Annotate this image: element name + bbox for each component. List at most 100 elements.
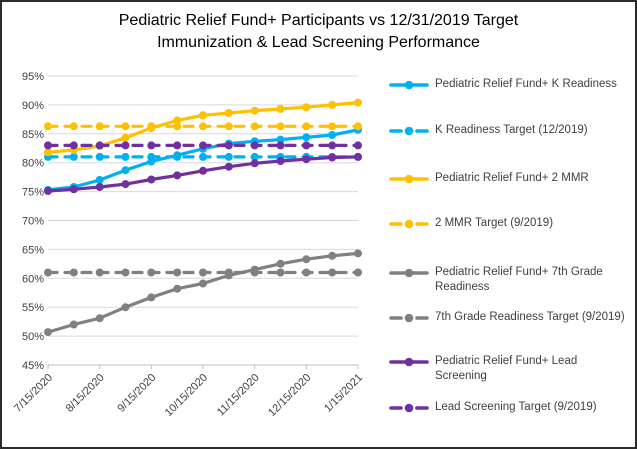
- data-point-marker: [173, 141, 182, 150]
- y-tick-label: 45%: [22, 360, 44, 372]
- dashed-line-marker-icon: [389, 403, 429, 413]
- data-point-marker: [199, 152, 207, 161]
- legend-item: Pediatric Relief Fund+ Lead Screening: [389, 354, 635, 384]
- data-point-marker: [302, 141, 311, 150]
- y-tick-label: 55%: [22, 302, 44, 314]
- data-point-marker: [199, 141, 207, 150]
- data-point-marker: [354, 268, 362, 277]
- data-point-marker: [69, 141, 78, 150]
- data-point-marker: [95, 314, 104, 323]
- dashed-line-marker-icon: [389, 313, 429, 323]
- data-point-marker: [224, 152, 233, 161]
- data-point-marker: [147, 175, 156, 184]
- legend-item: Pediatric Relief Fund+ 7th Grade Readine…: [389, 265, 635, 295]
- data-point-marker: [199, 122, 207, 131]
- y-tick-label: 70%: [22, 216, 44, 228]
- data-point-marker: [121, 122, 130, 131]
- data-point-marker: [121, 133, 130, 142]
- data-point-marker: [354, 122, 362, 131]
- data-point-marker: [354, 141, 362, 150]
- data-point-marker: [147, 293, 156, 302]
- data-point-marker: [328, 122, 337, 131]
- solid-line-marker-icon: [389, 268, 429, 278]
- series-2-mmr-target-9-2019: [44, 122, 362, 131]
- x-tick-label: 1/15/2021: [322, 372, 365, 415]
- chart-title-line1: Pediatric Relief Fund+ Participants vs 1…: [118, 12, 519, 29]
- data-point-marker: [276, 141, 285, 150]
- data-point-marker: [121, 141, 130, 150]
- data-point-marker: [250, 159, 259, 168]
- data-point-marker: [250, 152, 259, 161]
- data-point-marker: [199, 166, 207, 175]
- data-point-marker: [250, 141, 259, 150]
- data-point-marker: [276, 268, 285, 277]
- gridlines: [48, 75, 358, 366]
- y-tick-label: 65%: [22, 244, 44, 256]
- data-point-marker: [173, 152, 182, 161]
- y-tick-label: 90%: [22, 100, 44, 112]
- legend-label: Pediatric Relief Fund+ 7th Grade Readine…: [435, 266, 603, 293]
- data-point-marker: [354, 249, 362, 258]
- series-7th-grade-readiness-target-9-2019: [44, 268, 362, 277]
- x-tick-label: 11/15/2020: [215, 372, 262, 419]
- data-point-marker: [173, 284, 182, 293]
- data-point-marker: [44, 268, 52, 277]
- solid-line-marker-icon: [389, 174, 429, 184]
- chart-legend: Pediatric Relief Fund+ K Readiness K Read…: [389, 2, 635, 447]
- data-point-marker: [302, 255, 311, 264]
- data-point-marker: [69, 268, 78, 277]
- data-point-marker: [121, 303, 130, 312]
- data-point-marker: [44, 141, 52, 150]
- data-point-marker: [121, 180, 130, 189]
- legend-item: K Readiness Target (12/2019): [389, 123, 635, 138]
- data-point-marker: [121, 152, 130, 161]
- data-point-marker: [224, 162, 233, 171]
- data-point-marker: [302, 122, 311, 131]
- chart-title-line2: Immunization & Lead Screening Performanc…: [157, 34, 480, 51]
- legend-label: 7th Grade Readiness Target (9/2019): [435, 311, 625, 323]
- x-axis: 7/15/2020 8/15/2020 9/15/2020 10/15/2020 11/…: [12, 365, 365, 419]
- data-point-marker: [44, 187, 52, 195]
- legend-item: Pediatric Relief Fund+ K Readiness: [389, 77, 635, 92]
- x-tick-label: 12/15/2020: [266, 372, 313, 419]
- data-point-marker: [354, 98, 362, 107]
- series-pediatric-relief-fund-7th-grade-readiness: [44, 249, 362, 337]
- chart-title: Pediatric Relief Fund+ Participants vs 1…: [2, 10, 635, 54]
- x-tick-label: 10/15/2020: [163, 372, 210, 419]
- x-tick-label: 8/15/2020: [64, 372, 107, 415]
- legend-item: 2 MMR Target (9/2019): [389, 216, 635, 231]
- data-point-marker: [276, 259, 285, 268]
- data-point-marker: [250, 268, 259, 277]
- data-point-marker: [147, 141, 156, 150]
- data-point-marker: [95, 141, 104, 150]
- x-tick-label: 7/15/2020: [12, 372, 55, 415]
- data-point-marker: [69, 152, 78, 161]
- data-point-marker: [44, 148, 52, 157]
- data-point-marker: [224, 122, 233, 131]
- data-point-marker: [69, 185, 78, 194]
- y-axis-labels: 95% 90% 85% 80% 75% 70% 65% 60% 55% 50% 45%: [22, 71, 44, 372]
- data-point-marker: [147, 268, 156, 277]
- data-point-marker: [276, 122, 285, 131]
- data-point-marker: [302, 103, 311, 112]
- solid-line-marker-icon: [389, 80, 429, 90]
- data-point-marker: [199, 111, 207, 120]
- y-tick-label: 60%: [22, 273, 44, 285]
- data-point-marker: [302, 133, 311, 142]
- data-point-marker: [44, 122, 52, 131]
- data-point-marker: [199, 279, 207, 288]
- data-point-marker: [173, 171, 182, 180]
- data-point-marker: [44, 328, 52, 337]
- data-point-marker: [224, 141, 233, 150]
- data-point-marker: [147, 152, 156, 161]
- legend-label: K Readiness Target (12/2019): [435, 124, 588, 136]
- data-point-marker: [328, 153, 337, 162]
- data-point-marker: [302, 268, 311, 277]
- data-point-marker: [173, 116, 182, 125]
- dashed-line-marker-icon: [389, 126, 429, 136]
- data-point-marker: [173, 268, 182, 277]
- legend-label: Pediatric Relief Fund+ 2 MMR: [435, 172, 589, 184]
- series-lead-screening-target-9-2019: [44, 141, 362, 150]
- data-point-marker: [95, 152, 104, 161]
